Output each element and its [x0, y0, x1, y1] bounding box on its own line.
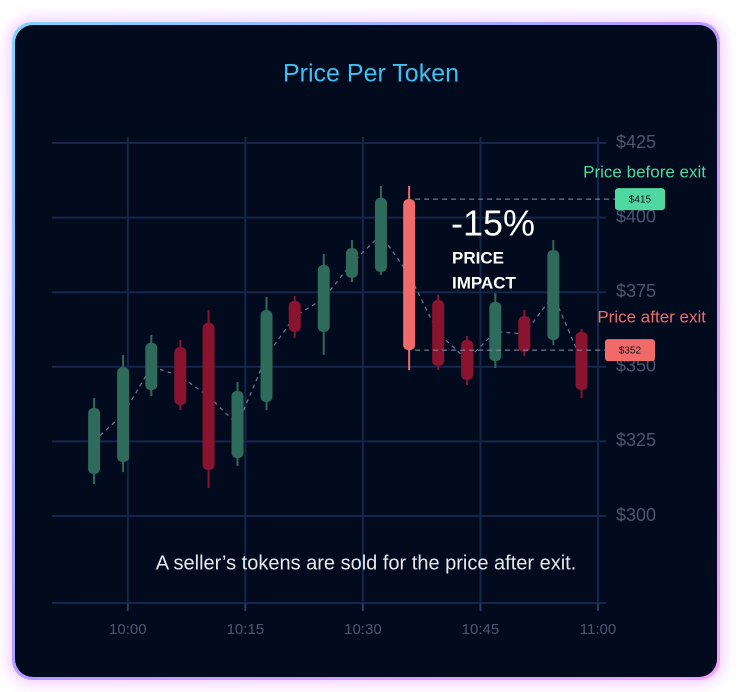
annotation-label: Price after exit	[597, 307, 706, 326]
candle-body	[117, 367, 130, 462]
annotation-label: Price before exit	[583, 162, 706, 181]
candle-body	[461, 339, 474, 380]
y-tick-label: $325	[616, 430, 656, 450]
y-tick-label: $375	[616, 281, 656, 301]
x-tick-label: 10:30	[344, 621, 382, 638]
y-tick-label: $425	[616, 132, 656, 152]
x-tick-label: 10:15	[227, 621, 265, 638]
price-badge	[615, 188, 665, 211]
x-tick-label: 10:45	[462, 621, 500, 638]
candle-body	[575, 331, 588, 391]
candle-body	[231, 390, 244, 459]
y-tick-label: $300	[616, 505, 656, 525]
candle-body	[489, 302, 502, 362]
impact-label: PRICE	[452, 248, 504, 267]
candle-body	[260, 310, 273, 403]
trend-line	[93, 233, 583, 442]
y-tick-label: $400	[616, 206, 656, 226]
impact-value: -15%	[451, 203, 535, 244]
price-badge-label: $415	[629, 195, 652, 206]
card-frame	[12, 22, 720, 680]
candle-body	[345, 248, 358, 278]
candle-body	[202, 322, 215, 471]
candle-body	[145, 342, 158, 391]
candle-body	[88, 407, 101, 474]
candle-body	[374, 197, 387, 272]
x-tick-label: 11:00	[580, 621, 616, 638]
candle-body	[547, 250, 560, 340]
candle-body	[174, 347, 187, 405]
price-badge	[605, 339, 655, 362]
caption: A seller’s tokens are sold for the price…	[156, 552, 577, 574]
price-badge-label: $352	[619, 346, 642, 357]
chart-title: Price Per Token	[283, 60, 459, 88]
candle-body	[288, 300, 301, 332]
card	[15, 25, 717, 677]
x-tick-label: 10:00	[109, 621, 147, 638]
candle-body	[518, 316, 531, 352]
candle-body	[403, 199, 416, 351]
impact-label: IMPACT	[452, 273, 517, 292]
candle-body	[432, 299, 445, 366]
candle-body	[317, 265, 330, 332]
